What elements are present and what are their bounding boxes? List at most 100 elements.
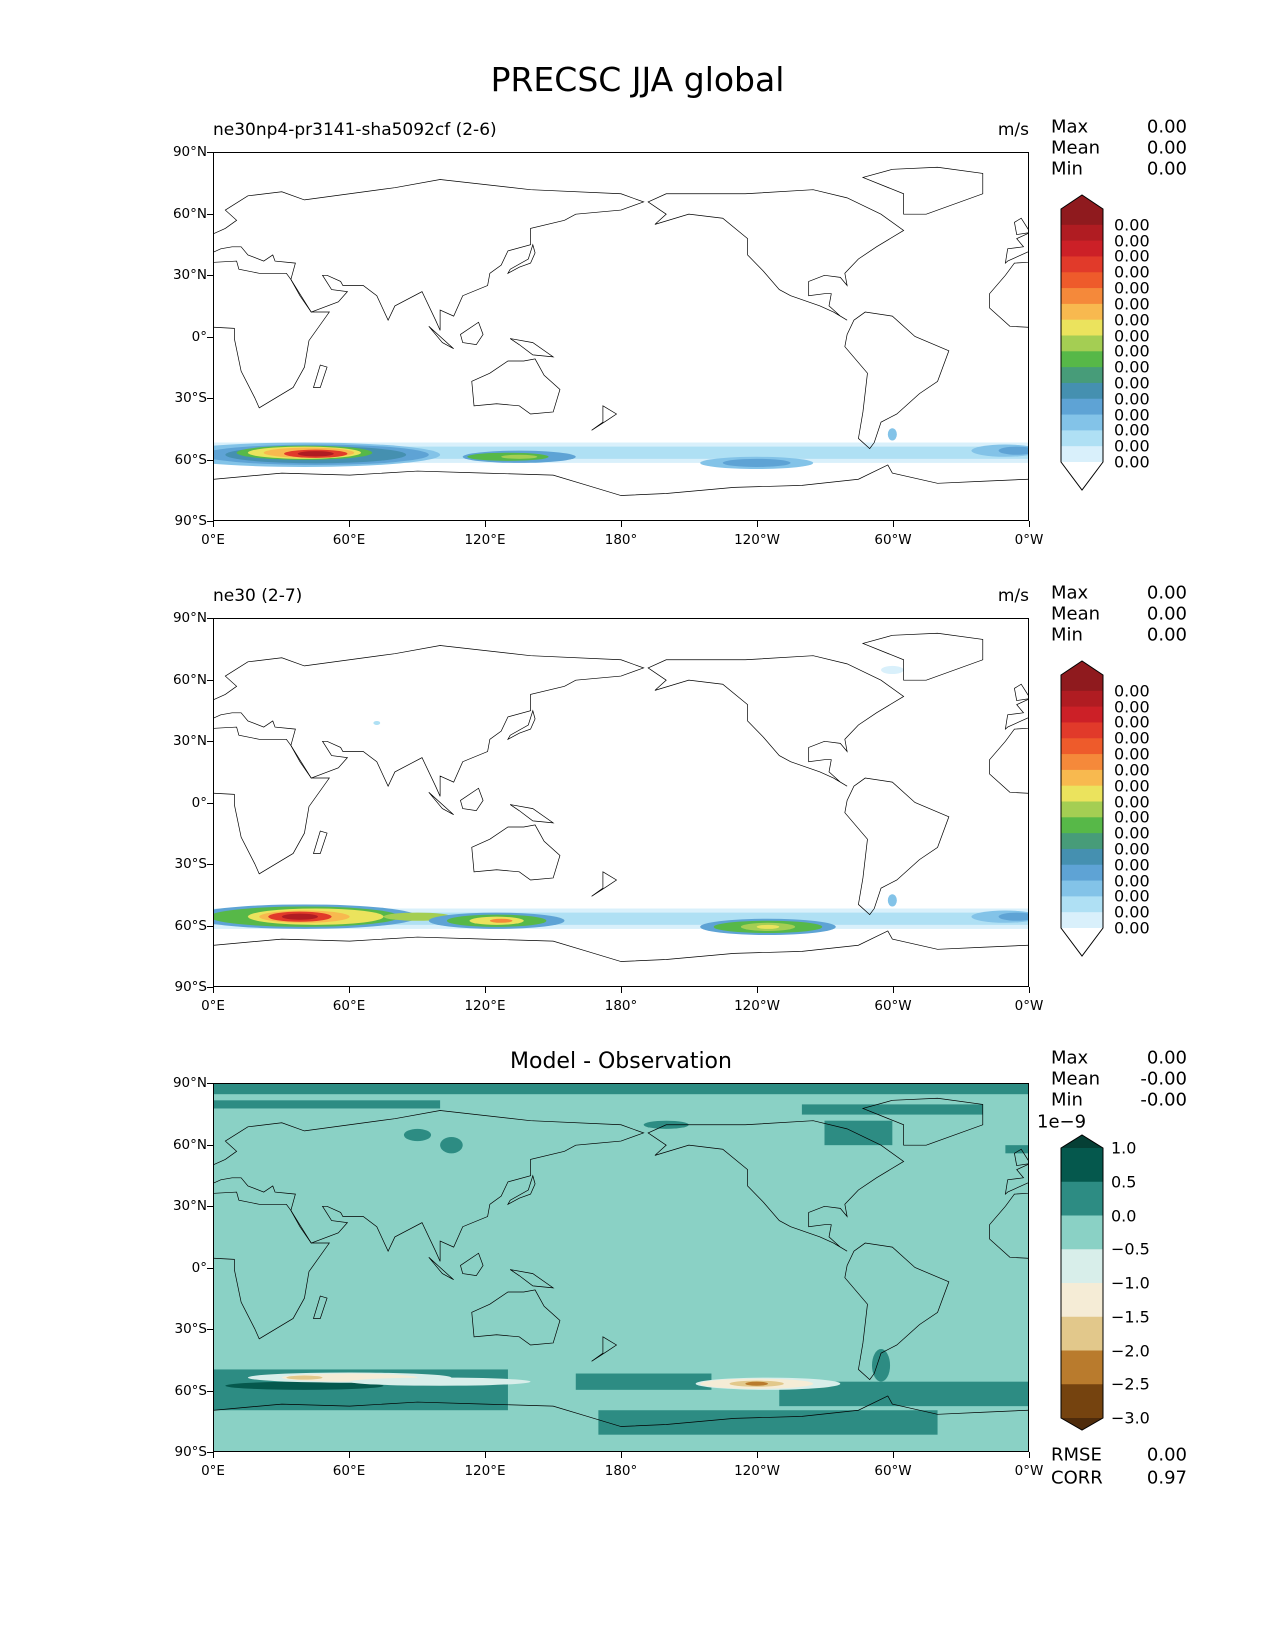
colorbar-band — [1061, 224, 1103, 242]
x-tick-mark — [349, 987, 350, 993]
contour-fill — [440, 1137, 463, 1154]
colorbar-band — [1061, 675, 1103, 692]
coastline-madagascar — [313, 831, 327, 853]
coastline-eurasia — [1005, 180, 1028, 331]
contour-fill — [575, 1373, 712, 1390]
metric-value: 0.97 — [1146, 1467, 1187, 1489]
colorbar-band — [1061, 817, 1103, 834]
colorbar-band — [1061, 896, 1103, 913]
coastline-eurasia — [214, 646, 644, 797]
y-tick-mark — [207, 618, 213, 619]
contour-fill — [489, 918, 513, 923]
x-tick-label: 120°E — [464, 1463, 506, 1479]
x-tick-mark — [1029, 987, 1030, 993]
stat-value: 0.00 — [1146, 603, 1187, 625]
map-plot — [214, 619, 1028, 986]
colorbar-label: 0.00 — [1114, 373, 1150, 393]
y-tick-label: 30°S — [174, 1321, 208, 1337]
x-tick-mark — [1029, 521, 1030, 527]
colorbar — [1060, 1134, 1104, 1431]
x-tick-mark — [893, 521, 894, 527]
coastline-australia — [472, 825, 560, 880]
coastline-antarctica — [214, 465, 1028, 496]
contour-fill — [998, 446, 1028, 455]
y-tick-label: 30°S — [174, 856, 208, 872]
colorbar-band — [1061, 367, 1103, 384]
colorbar-band — [1061, 398, 1103, 416]
colorbar-band — [1061, 1350, 1103, 1385]
y-tick-mark — [207, 275, 213, 276]
contour-fill — [286, 1375, 323, 1380]
stat-value: 0.00 — [1146, 624, 1187, 646]
map-panel-3: Model - Observation 90°N 60°N 30°N 0° 30°S 60°… — [0, 1048, 1275, 1553]
colorbar-extend-top — [1061, 661, 1103, 675]
contour-fill — [373, 720, 381, 726]
x-tick-label: 60°W — [874, 532, 912, 548]
stat-value: -0.00 — [1140, 1068, 1187, 1090]
panel-title: Model - Observation — [510, 1049, 732, 1074]
x-tick-label: 0°W — [1014, 1463, 1044, 1479]
colorbar-band — [1061, 785, 1103, 802]
colorbar-label: −3.0 — [1111, 1408, 1150, 1428]
colorbar-band — [1061, 769, 1103, 787]
colorbar-extend-bottom — [1061, 462, 1103, 490]
coastline-uk — [1014, 218, 1028, 234]
colorbar-label: 0.00 — [1114, 886, 1150, 906]
colorbar-band — [1061, 706, 1103, 723]
coastline-borneo — [460, 788, 483, 810]
colorbar-band — [1061, 319, 1103, 336]
y-tick-mark — [207, 521, 213, 522]
colorbar — [1060, 194, 1104, 491]
panel-title: ne30np4-pr3141-sha5092cf (2-6) — [213, 120, 497, 140]
contour-fill — [1005, 1145, 1028, 1154]
colorbar-band — [1061, 288, 1103, 305]
metric-value: 0.00 — [1146, 1444, 1187, 1466]
y-tick-mark — [207, 1329, 213, 1330]
colorbar-band — [1061, 303, 1103, 321]
coastline-sumatra — [429, 1257, 454, 1279]
colorbar-label: 0.00 — [1114, 262, 1150, 282]
colorbar-label: 0.00 — [1114, 294, 1150, 314]
y-tick-mark — [207, 152, 213, 153]
y-tick-label: 30°N — [172, 267, 207, 283]
x-tick-mark — [485, 521, 486, 527]
coastline-new-zealand — [592, 1337, 617, 1361]
coastline-africa — [990, 261, 1028, 408]
contour-fill — [887, 894, 897, 907]
x-tick-label: 0°E — [201, 532, 225, 548]
map-axes — [213, 152, 1029, 521]
colorbar-band — [1061, 351, 1103, 368]
colorbar-band — [1061, 335, 1103, 352]
stat-value: 0.00 — [1146, 158, 1187, 180]
colorbar-band — [1061, 690, 1103, 708]
x-tick-label: 0°W — [1014, 998, 1044, 1014]
stat-value: 0.00 — [1146, 1047, 1187, 1069]
x-tick-mark — [485, 1452, 486, 1458]
colorbar-label: 0.00 — [1114, 278, 1150, 298]
x-tick-label: 0°E — [201, 998, 225, 1014]
x-tick-label: 60°E — [332, 532, 366, 548]
colorbar-label: 0.00 — [1114, 855, 1150, 875]
colorbar-band — [1061, 833, 1103, 850]
y-tick-label: 60°N — [172, 205, 207, 222]
coastline-north-america — [648, 656, 904, 786]
colorbar-band — [1061, 912, 1103, 929]
colorbar-label: 0.00 — [1114, 436, 1150, 456]
x-tick-label: 180° — [604, 532, 638, 548]
x-tick-label: 0°W — [1014, 532, 1044, 548]
y-tick-mark — [207, 925, 213, 927]
x-tick-mark — [349, 521, 350, 527]
x-tick-mark — [213, 1452, 214, 1458]
panel-title: ne30 (2-7) — [213, 586, 303, 606]
coastline-madagascar — [313, 365, 327, 387]
contour-fill — [281, 913, 319, 920]
contour-fill — [722, 458, 791, 467]
colorbar-band — [1061, 256, 1103, 273]
colorbar-label: 0.00 — [1114, 760, 1150, 780]
y-tick-label: 30°N — [172, 733, 207, 749]
coastline-eurasia — [214, 1111, 644, 1262]
map-axes — [213, 618, 1029, 987]
coastline-south-america — [845, 1243, 949, 1380]
colorbar-label: 0.00 — [1114, 452, 1150, 472]
x-tick-mark — [621, 987, 622, 993]
